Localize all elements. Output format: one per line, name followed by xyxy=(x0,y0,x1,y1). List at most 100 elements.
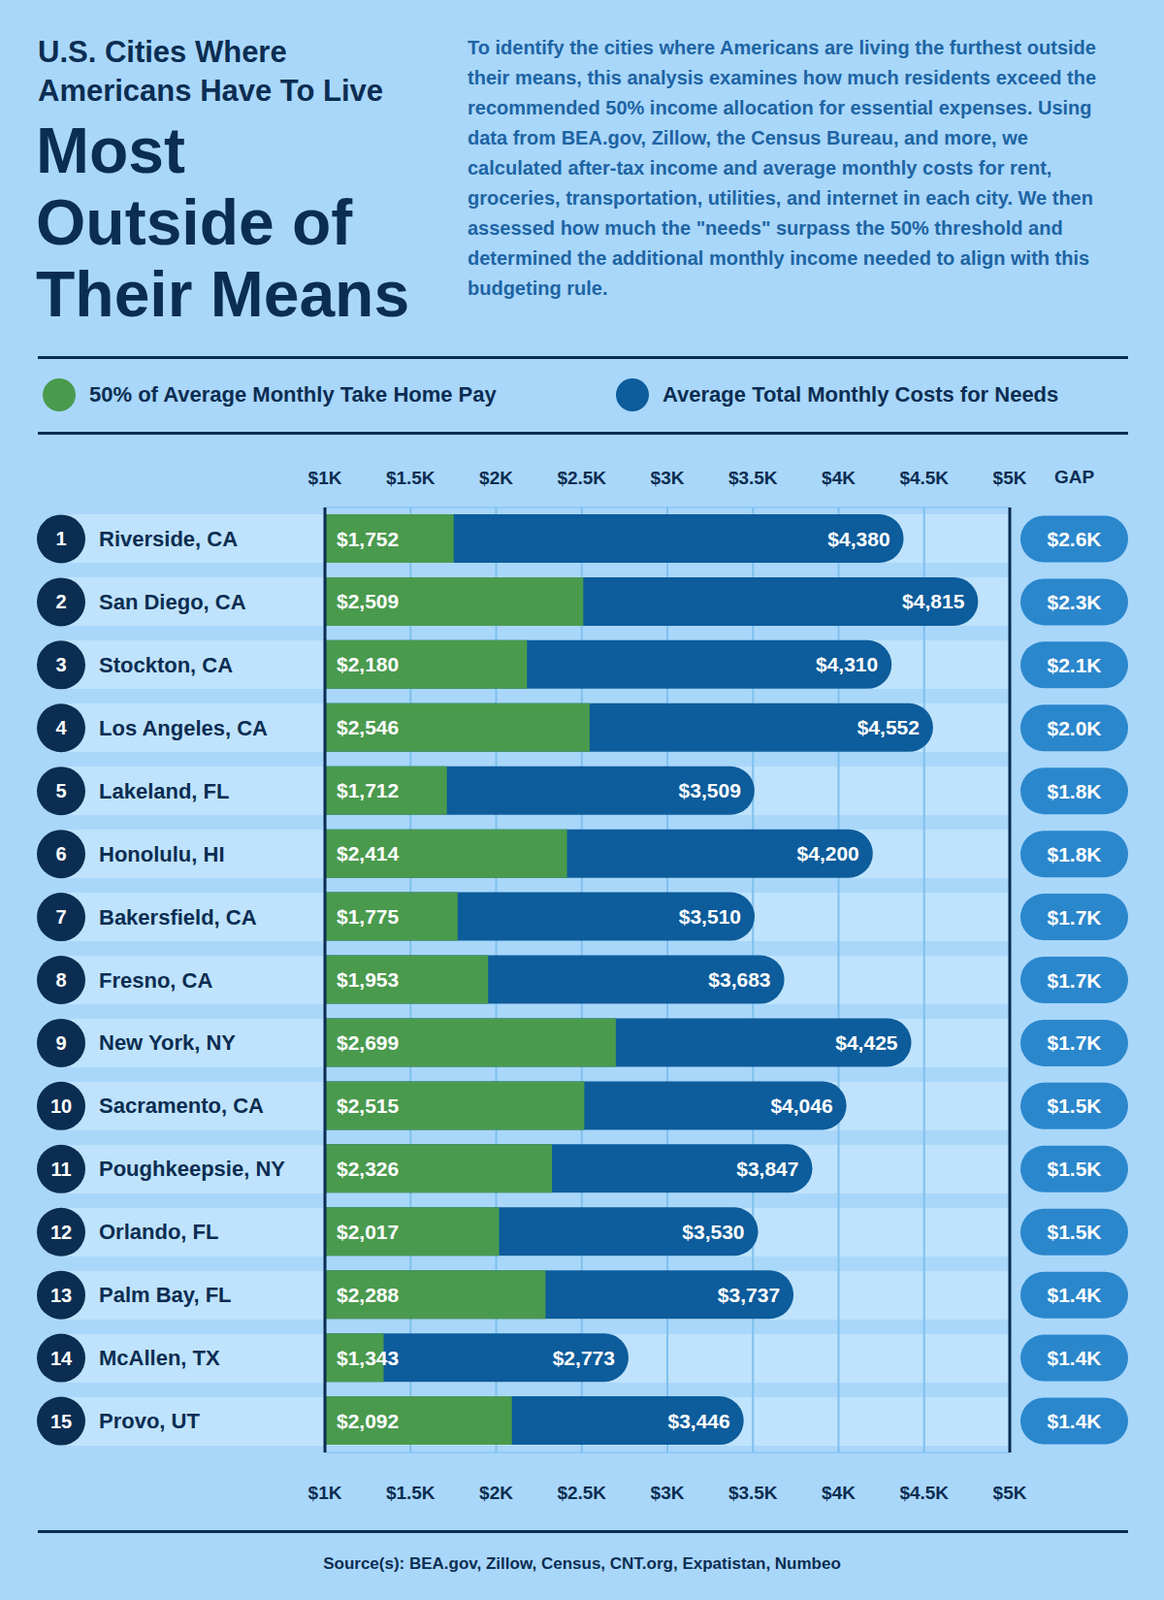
svg-text:Lakeland, FL: Lakeland, FL xyxy=(98,778,229,804)
svg-text:Fresno, CA: Fresno, CA xyxy=(98,968,213,993)
svg-text:$2.6K: $2.6K xyxy=(1046,527,1101,550)
svg-text:13: 13 xyxy=(50,1284,72,1306)
svg-text:$2.5K: $2.5K xyxy=(556,1482,607,1503)
html-text:GAP: GAP xyxy=(1054,466,1095,487)
svg-text:$1K: $1K xyxy=(308,468,343,488)
svg-text:8: 8 xyxy=(55,969,66,991)
svg-text:$2,092: $2,092 xyxy=(336,1409,399,1432)
svg-text:$1.5K: $1.5K xyxy=(1046,1157,1101,1180)
svg-text:$2,546: $2,546 xyxy=(336,715,399,739)
svg-text:$1.4K: $1.4K xyxy=(1046,1346,1101,1369)
svg-text:$1.4K: $1.4K xyxy=(1046,1409,1101,1432)
svg-text:$1,953: $1,953 xyxy=(336,968,399,991)
svg-text:$3K: $3K xyxy=(650,1482,685,1503)
svg-text:$2,180: $2,180 xyxy=(336,652,399,676)
svg-text:$2,699: $2,699 xyxy=(336,1031,399,1054)
svg-text:$3.5K: $3.5K xyxy=(728,1482,778,1503)
svg-text:$3,510: $3,510 xyxy=(679,905,742,928)
svg-text:Los Angeles, CA: Los Angeles, CA xyxy=(98,715,268,741)
svg-text:$2.3K: $2.3K xyxy=(1046,590,1101,614)
svg-text:$2.0K: $2.0K xyxy=(1046,716,1101,740)
svg-text:$1.8K: $1.8K xyxy=(1046,779,1101,803)
svg-text:$3,509: $3,509 xyxy=(679,778,742,802)
svg-text:$3,683: $3,683 xyxy=(708,968,771,991)
svg-text:9: 9 xyxy=(55,1032,66,1054)
svg-text:$1K: $1K xyxy=(308,1482,343,1503)
svg-text:1: 1 xyxy=(55,527,66,550)
svg-text:San Diego, CA: San Diego, CA xyxy=(98,589,247,615)
svg-text:$1,775: $1,775 xyxy=(336,905,400,928)
svg-text:New York, NY: New York, NY xyxy=(98,1030,236,1055)
svg-text:$2,288: $2,288 xyxy=(336,1283,400,1306)
svg-text:7: 7 xyxy=(55,905,66,928)
html-text:To identify the cities where A: To identify the cities where Americans a… xyxy=(467,36,1097,299)
html-text:Average Total Monthly Costs fo: Average Total Monthly Costs for Needs xyxy=(662,382,1059,407)
svg-text:$4.5K: $4.5K xyxy=(899,1482,949,1503)
svg-text:$3.5K: $3.5K xyxy=(728,468,778,488)
svg-text:3: 3 xyxy=(55,653,66,676)
svg-text:$2K: $2K xyxy=(479,468,514,488)
svg-text:2: 2 xyxy=(55,590,66,613)
svg-text:Palm Bay, FL: Palm Bay, FL xyxy=(98,1282,232,1307)
svg-text:McAllen, TX: McAllen, TX xyxy=(98,1345,221,1370)
svg-text:$4.5K: $4.5K xyxy=(899,468,949,488)
svg-text:$2,326: $2,326 xyxy=(336,1157,399,1180)
svg-text:$1.4K: $1.4K xyxy=(1046,1283,1101,1306)
html-text:Most Outside of Their Means: Most Outside of Their Means xyxy=(35,114,410,330)
svg-text:$1,343: $1,343 xyxy=(336,1346,399,1369)
svg-text:$3K: $3K xyxy=(650,468,685,488)
svg-text:$5K: $5K xyxy=(993,468,1028,488)
svg-text:12: 12 xyxy=(50,1221,72,1243)
svg-text:Riverside, CA: Riverside, CA xyxy=(98,526,238,551)
svg-text:$1.7K: $1.7K xyxy=(1046,969,1101,992)
svg-text:Honolulu, HI: Honolulu, HI xyxy=(98,841,226,867)
svg-text:Bakersfield, CA: Bakersfield, CA xyxy=(98,905,258,930)
svg-text:10: 10 xyxy=(50,1095,72,1117)
svg-text:$1.7K: $1.7K xyxy=(1046,1031,1101,1054)
svg-text:$4K: $4K xyxy=(821,468,856,488)
svg-text:$2,509: $2,509 xyxy=(336,589,399,613)
svg-text:Sacramento, CA: Sacramento, CA xyxy=(98,1093,264,1118)
svg-text:11: 11 xyxy=(50,1158,71,1180)
svg-text:Provo, UT: Provo, UT xyxy=(98,1408,200,1433)
svg-text:$4,310: $4,310 xyxy=(815,652,878,676)
svg-text:$1,752: $1,752 xyxy=(336,527,399,550)
svg-text:$2,414: $2,414 xyxy=(336,841,400,865)
svg-text:$4,200: $4,200 xyxy=(797,841,860,865)
svg-text:6: 6 xyxy=(55,842,66,865)
svg-text:$5K: $5K xyxy=(993,1482,1028,1503)
svg-text:$1.5K: $1.5K xyxy=(1046,1220,1101,1243)
html-text:Source(s): BEA.gov, Zillow, Ce: Source(s): BEA.gov, Zillow, Census, CNT.… xyxy=(323,1553,841,1573)
svg-text:Poughkeepsie, NY: Poughkeepsie, NY xyxy=(98,1156,286,1181)
svg-text:$1,712: $1,712 xyxy=(336,778,399,802)
svg-text:$2.1K: $2.1K xyxy=(1046,653,1101,677)
svg-text:14: 14 xyxy=(50,1347,73,1369)
html-text:U.S. Cities Where Americans Ha: U.S. Cities Where Americans Have To Live xyxy=(37,34,384,108)
html-text:50% of Average Monthly Take Ho: 50% of Average Monthly Take Home Pay xyxy=(89,382,497,407)
svg-text:$4,425: $4,425 xyxy=(835,1031,899,1054)
svg-text:$2.5K: $2.5K xyxy=(556,468,607,488)
svg-text:$3,446: $3,446 xyxy=(667,1409,730,1432)
svg-text:4: 4 xyxy=(55,716,67,739)
svg-text:$1.5K: $1.5K xyxy=(386,1482,436,1503)
svg-text:15: 15 xyxy=(50,1410,72,1432)
svg-text:$1.5K: $1.5K xyxy=(386,468,436,488)
svg-text:$2K: $2K xyxy=(479,1482,514,1503)
svg-text:$2,515: $2,515 xyxy=(336,1094,400,1117)
svg-text:$3,530: $3,530 xyxy=(681,1220,744,1243)
svg-text:$1.8K: $1.8K xyxy=(1046,842,1101,866)
svg-text:Orlando, FL: Orlando, FL xyxy=(98,1219,219,1244)
svg-text:$2,017: $2,017 xyxy=(336,1220,399,1243)
svg-text:$2,773: $2,773 xyxy=(552,1346,615,1369)
svg-text:$3,737: $3,737 xyxy=(717,1283,780,1306)
svg-text:$3,847: $3,847 xyxy=(736,1157,799,1180)
svg-text:$4,046: $4,046 xyxy=(770,1094,833,1117)
svg-text:5: 5 xyxy=(55,779,66,802)
svg-text:$4,552: $4,552 xyxy=(857,715,920,739)
svg-text:$1.7K: $1.7K xyxy=(1046,905,1101,929)
svg-text:$4K: $4K xyxy=(821,1482,856,1503)
svg-text:$4,380: $4,380 xyxy=(827,527,890,550)
svg-text:$1.5K: $1.5K xyxy=(1046,1094,1101,1117)
svg-text:$4,815: $4,815 xyxy=(902,589,966,613)
svg-text:Stockton, CA: Stockton, CA xyxy=(98,652,233,678)
